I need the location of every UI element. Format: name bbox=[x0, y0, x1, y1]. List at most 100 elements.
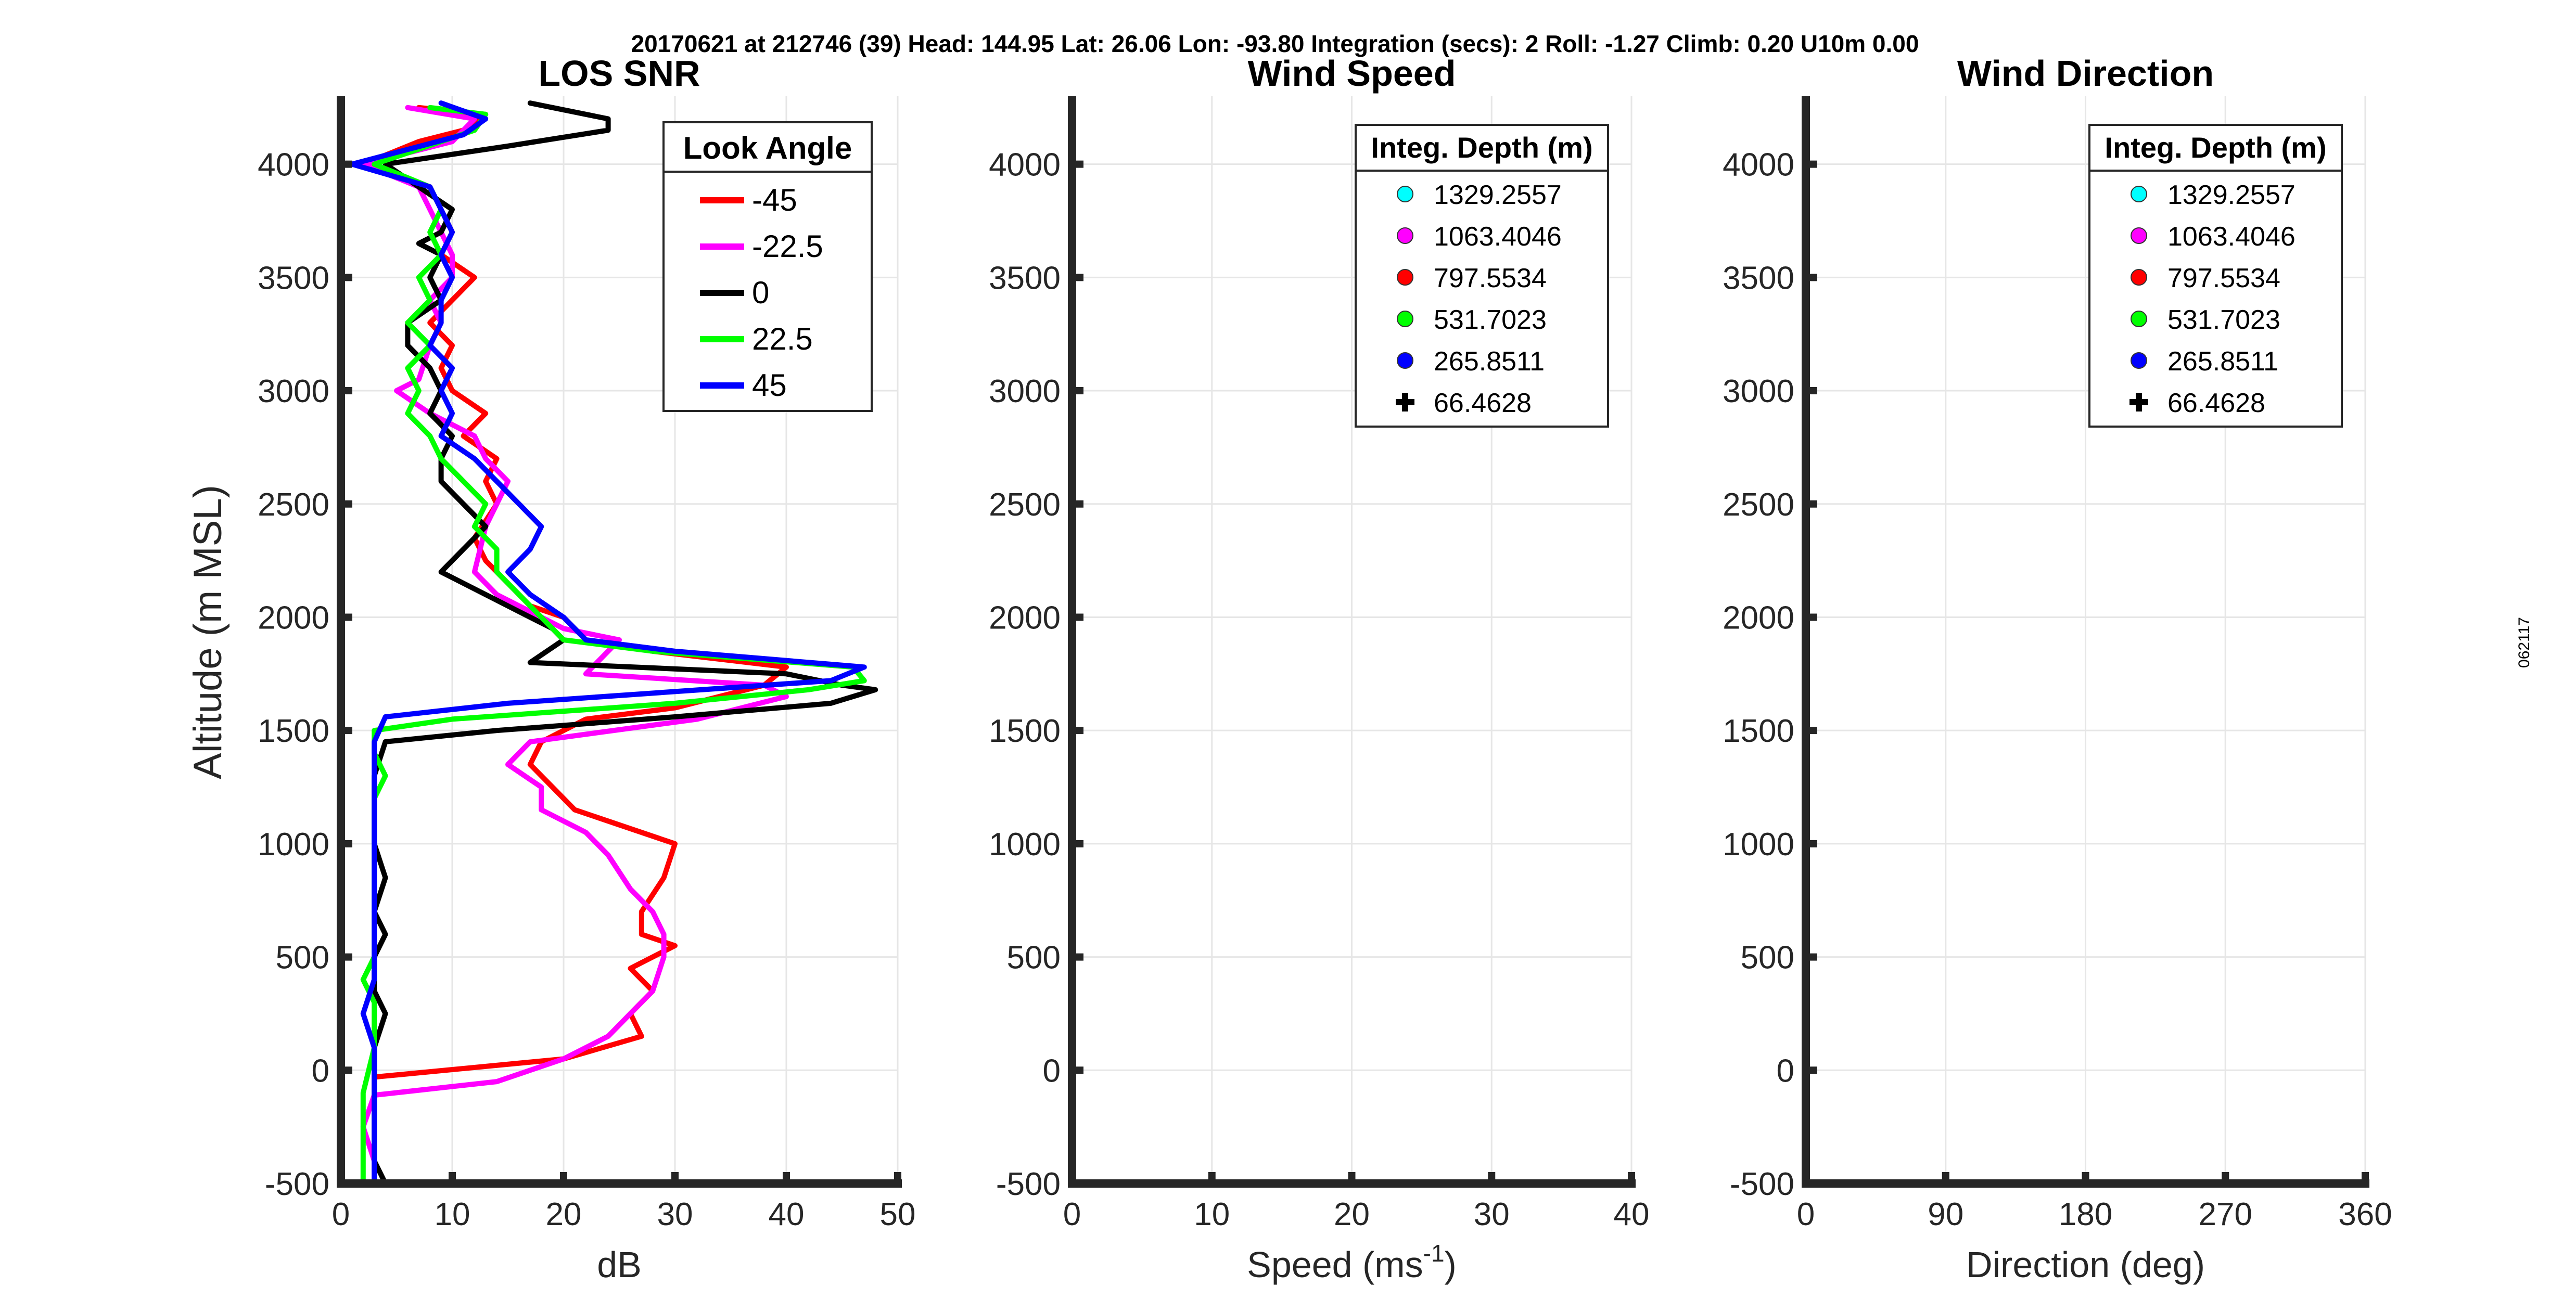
legend-marker-circle bbox=[1397, 352, 1413, 369]
y-tick-label: -500 bbox=[1730, 1166, 1794, 1202]
y-tick-label: 3000 bbox=[1723, 374, 1794, 409]
x-tick-label: 10 bbox=[1194, 1197, 1230, 1232]
x-tick-label: 270 bbox=[2199, 1197, 2252, 1232]
y-tick-label: 3000 bbox=[989, 374, 1061, 409]
legend-label: 1063.4046 bbox=[1434, 222, 1562, 252]
x-tick-label: 360 bbox=[2338, 1197, 2392, 1232]
y-tick-label: -500 bbox=[265, 1166, 329, 1202]
y-tick-label: 3500 bbox=[1723, 260, 1794, 296]
y-tick-label: 3500 bbox=[989, 260, 1061, 296]
legend-label: -22.5 bbox=[752, 229, 823, 264]
legend-label: 1063.4046 bbox=[2167, 222, 2296, 252]
panel-title: Wind Direction bbox=[1957, 53, 2214, 94]
x-axis-label-end: ) bbox=[1445, 1244, 1457, 1285]
y-tick-label: 500 bbox=[1007, 940, 1061, 976]
legend-label: 797.5534 bbox=[1434, 263, 1547, 293]
y-tick-label: 1500 bbox=[989, 713, 1061, 749]
legend: Look Angle -45 -22.5 0 22.5 45 bbox=[662, 121, 873, 412]
y-tick-label: 0 bbox=[1043, 1053, 1061, 1089]
x-tick-label: 180 bbox=[2059, 1197, 2112, 1232]
legend-marker-circle bbox=[1397, 186, 1413, 202]
y-tick-label: 4000 bbox=[258, 147, 329, 183]
wind-speed-panel: 0 10 20 30 40-500050010001500200025003000350… bbox=[989, 53, 1649, 1285]
legend-label: 531.7023 bbox=[2167, 305, 2280, 335]
y-tick-label: 500 bbox=[1741, 940, 1794, 976]
series-line-45 bbox=[349, 100, 867, 1186]
y-tick-label: 1500 bbox=[258, 713, 329, 749]
y-tick-label: 0 bbox=[312, 1053, 329, 1089]
legend-label: 66.4628 bbox=[2167, 388, 2265, 418]
x-tick-label: 40 bbox=[1614, 1197, 1650, 1232]
legend-marker-circle bbox=[2131, 227, 2147, 244]
y-tick-label: 1000 bbox=[258, 827, 329, 863]
x-tick-label: 50 bbox=[880, 1197, 916, 1232]
y-tick-label: 3500 bbox=[258, 260, 329, 296]
legend-label: -45 bbox=[752, 183, 797, 217]
y-tick-label: 1000 bbox=[1723, 827, 1794, 863]
y-tick-label: 4000 bbox=[1723, 147, 1794, 183]
y-tick-label: 2000 bbox=[258, 600, 329, 636]
y-tick-label: 2000 bbox=[1723, 600, 1794, 636]
y-tick-label: 3000 bbox=[258, 374, 329, 409]
y-tick-label: 2000 bbox=[989, 600, 1061, 636]
legend-label: 265.8511 bbox=[1434, 346, 1545, 377]
legend-box bbox=[662, 121, 873, 412]
x-tick-label: 20 bbox=[1334, 1197, 1370, 1232]
y-tick-label: 0 bbox=[1777, 1053, 1794, 1089]
legend-label: 797.5534 bbox=[2167, 263, 2280, 293]
legend-marker-circle bbox=[2131, 269, 2147, 286]
series-line-0 bbox=[372, 100, 878, 1186]
legend-label: 45 bbox=[752, 368, 787, 403]
y-tick-label: 1500 bbox=[1723, 713, 1794, 749]
x-tick-label: 0 bbox=[332, 1197, 350, 1232]
legend-marker-circle bbox=[1397, 227, 1413, 244]
legend-title: Integ. Depth (m) bbox=[1371, 131, 1592, 164]
y-tick-label: 2500 bbox=[1723, 487, 1794, 523]
legend-marker-circle bbox=[2131, 352, 2147, 369]
x-tick-label: 90 bbox=[1928, 1197, 1963, 1232]
legend-marker-plus bbox=[1396, 393, 1414, 411]
panel-title: LOS SNR bbox=[538, 53, 700, 94]
x-tick-label: 10 bbox=[435, 1197, 470, 1232]
side-label: 062117 bbox=[2516, 617, 2533, 668]
series-line--22.5 bbox=[360, 105, 789, 1186]
y-tick-label: 1000 bbox=[989, 827, 1061, 863]
legend-marker-plus bbox=[2129, 393, 2148, 411]
y-tick-label: 4000 bbox=[989, 147, 1061, 183]
x-tick-label: 40 bbox=[769, 1197, 805, 1232]
x-tick-label: 0 bbox=[1797, 1197, 1815, 1232]
y-axis-label: Altitude (m MSL) bbox=[186, 485, 230, 779]
x-axis-label: Direction (deg) bbox=[1966, 1244, 2205, 1285]
legend-title: Look Angle bbox=[683, 131, 852, 165]
los-snr-panel: 0 10 20 30 40 50-5000500100015002000250030003… bbox=[186, 53, 915, 1285]
y-tick-label: 2500 bbox=[258, 487, 329, 523]
x-axis-label: Speed (ms-1) bbox=[1247, 1240, 1457, 1285]
legend-title: Integ. Depth (m) bbox=[2105, 131, 2326, 164]
legend-marker-circle bbox=[1397, 269, 1413, 286]
x-tick-label: 30 bbox=[1474, 1197, 1510, 1232]
x-axis-label-superscript: -1 bbox=[1423, 1240, 1445, 1267]
wind-direction-panel: 0 90 180 270 360-500050010001500200025003000… bbox=[1723, 53, 2392, 1285]
legend-label: 1329.2557 bbox=[2167, 180, 2296, 210]
legend-label: 22.5 bbox=[752, 321, 813, 356]
header-text: 20170621 at 212746 (39) Head: 144.95 Lat… bbox=[631, 30, 1919, 57]
panel-title: Wind Speed bbox=[1248, 53, 1456, 94]
legend-marker-circle bbox=[2131, 186, 2147, 202]
x-axis-label: dB bbox=[597, 1244, 642, 1285]
legend-marker-circle bbox=[1397, 311, 1413, 327]
legend: Integ. Depth (m) 1329.2557 1063.4046 797.55… bbox=[2088, 124, 2343, 428]
x-tick-label: 30 bbox=[657, 1197, 693, 1232]
legend-label: 531.7023 bbox=[1434, 305, 1547, 335]
legend-label: 1329.2557 bbox=[1434, 180, 1562, 210]
legend-label: 0 bbox=[752, 275, 769, 310]
legend-label: 265.8511 bbox=[2167, 346, 2278, 377]
legend-label: 66.4628 bbox=[1434, 388, 1532, 418]
legend: Integ. Depth (m) 1329.2557 1063.4046 797.55… bbox=[1355, 124, 1609, 428]
y-tick-label: 2500 bbox=[989, 487, 1061, 523]
x-tick-label: 20 bbox=[546, 1197, 582, 1232]
x-tick-label: 0 bbox=[1063, 1197, 1081, 1232]
legend-marker-circle bbox=[2131, 311, 2147, 327]
y-tick-label: -500 bbox=[996, 1166, 1061, 1202]
y-tick-label: 500 bbox=[276, 940, 329, 976]
